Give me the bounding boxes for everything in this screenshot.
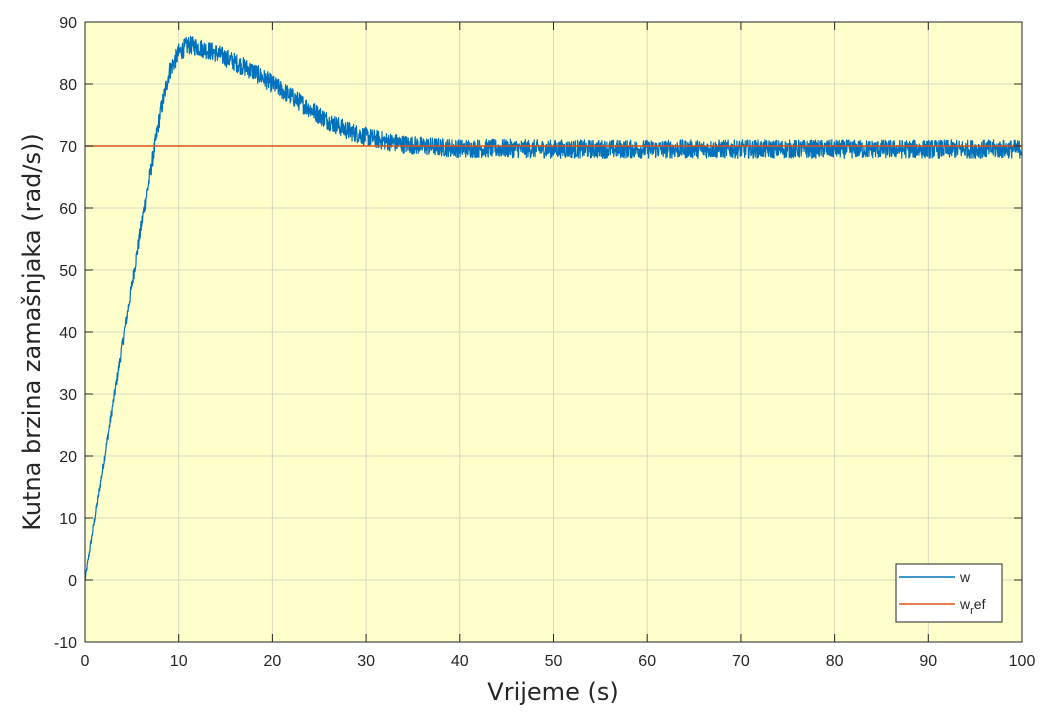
y-tick-label: 90 [59,15,77,32]
x-axis-label: Vrijeme (s) [487,678,618,706]
x-tick-label: 100 [1009,653,1036,670]
ticks-layer: 0 10 20 30 40 50 60 70 80 90 100-10010203040506070… [54,15,1036,670]
y-tick-label: 40 [59,325,77,342]
series-layer [84,35,1023,580]
y-tick-label: 20 [59,449,77,466]
x-tick-label: 0 [81,653,90,670]
y-tick-label: 80 [59,77,77,94]
grid [85,22,1022,642]
legend-label-w: w [959,569,971,585]
legend-label-wref-main: w [959,596,971,612]
x-tick-label: 40 [451,653,469,670]
x-tick-label: 90 [919,653,937,670]
y-tick-label: -10 [54,635,77,652]
x-tick-label: 60 [638,653,656,670]
y-tick-label: 70 [59,139,77,156]
legend-label-wref-sub: r [970,605,974,617]
legend-label-wref-tail: ef [974,596,986,612]
x-tick-label: 50 [545,653,563,670]
series-line-w [84,35,1023,580]
x-tick-label: 70 [732,653,750,670]
y-tick-label: 0 [68,573,77,590]
y-tick-label: 10 [59,511,77,528]
y-axis-label: Kutna brzina zamašnjaka (rad/s)) [18,133,46,530]
y-tick-label: 30 [59,387,77,404]
x-tick-label: 30 [357,653,375,670]
x-tick-label: 20 [264,653,282,670]
x-tick-label: 80 [826,653,844,670]
x-tick-label: 10 [170,653,188,670]
legend: w wref [895,563,1003,623]
y-tick-label: 50 [59,263,77,280]
y-tick-label: 60 [59,201,77,218]
legend-box [895,563,1003,623]
legend-label-wref: wref [959,596,986,617]
